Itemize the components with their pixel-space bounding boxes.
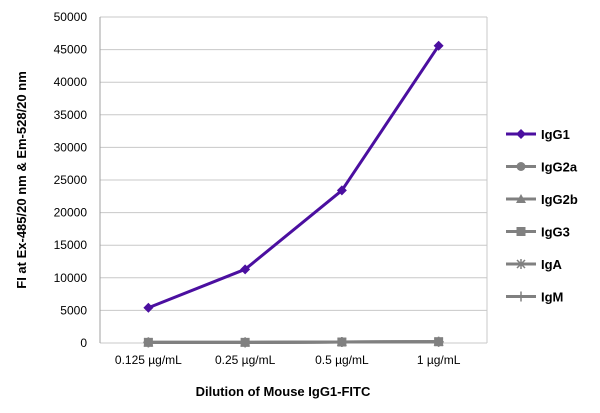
- y-tick-label: 20000: [54, 206, 88, 220]
- legend-item: IgG2b: [506, 192, 578, 207]
- legend: IgG1 IgG2a IgG2b IgG3 IgA IgM: [506, 127, 578, 305]
- y-tick-label: 45000: [54, 43, 88, 57]
- data-point: [240, 337, 250, 347]
- x-tick-label: 0.125 µg/mL: [115, 353, 182, 367]
- x-axis-title: Dilution of Mouse IgG1-FITC: [196, 384, 371, 399]
- x-tick-label: 0.5 µg/mL: [315, 353, 369, 367]
- y-tick-label: 35000: [54, 108, 88, 122]
- y-tick-label: 10000: [54, 271, 88, 285]
- legend-item: IgG3: [506, 225, 570, 240]
- y-tick-label: 5000: [60, 303, 87, 317]
- legend-label: IgM: [541, 290, 563, 305]
- data-point: [336, 185, 347, 196]
- series-igg1: [143, 40, 444, 313]
- series-line: [148, 340, 439, 344]
- y-tick-label: 40000: [54, 75, 88, 89]
- legend-item: IgG2a: [506, 160, 578, 175]
- data-point: [337, 337, 347, 347]
- data-point: [433, 40, 444, 51]
- legend-marker: [516, 194, 526, 203]
- series-igg2a: [143, 337, 444, 347]
- legend-label: IgG2b: [541, 192, 578, 207]
- legend-label: IgG1: [541, 127, 570, 142]
- y-axis-ticks: 0 5000 10000 15000 20000 25000 30000 35000 40000…: [54, 10, 88, 350]
- legend-marker: [516, 227, 526, 236]
- y-tick-label: 50000: [54, 10, 88, 24]
- legend-marker: [516, 162, 526, 171]
- y-tick-label: 15000: [54, 238, 88, 252]
- x-tick-label: 0.25 µg/mL: [215, 353, 276, 367]
- y-tick-label: 0: [80, 336, 87, 350]
- legend-marker: [516, 259, 526, 269]
- series-line: [147, 44, 440, 310]
- x-tick-label: 1 µg/mL: [417, 353, 461, 367]
- data-point: [143, 302, 154, 313]
- legend-item: IgA: [506, 257, 563, 272]
- data-point: [143, 337, 153, 347]
- y-axis-title: FI at Ex-485/20 nm & Em-528/20 nm: [14, 71, 29, 288]
- legend-label: IgA: [541, 257, 563, 272]
- legend-marker: [516, 129, 526, 139]
- data-point: [240, 264, 251, 275]
- x-axis-ticks: 0.125 µg/mL 0.25 µg/mL 0.5 µg/mL 1 µg/mL: [115, 353, 461, 367]
- legend-label: IgG2a: [541, 160, 578, 175]
- legend-item: IgG1: [506, 127, 570, 142]
- legend-label: IgG3: [541, 225, 570, 240]
- gridlines: [99, 16, 488, 344]
- legend-item: IgM: [506, 290, 563, 305]
- y-tick-label: 25000: [54, 173, 88, 187]
- data-point: [434, 337, 444, 347]
- series-layer: [143, 40, 444, 348]
- y-tick-label: 30000: [54, 140, 88, 154]
- legend-marker: [516, 291, 526, 302]
